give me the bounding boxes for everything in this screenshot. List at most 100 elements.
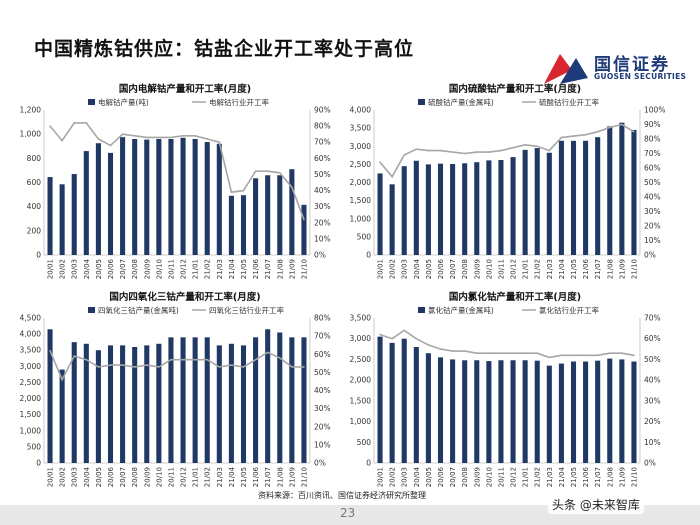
x-tick-label: 21/03 (216, 259, 224, 279)
x-tick-label: 21/05 (240, 259, 248, 279)
y-left-tick-label: 2,000 (350, 376, 372, 385)
y-left-tick-label: 0 (36, 459, 41, 468)
bar-21/05 (570, 361, 577, 463)
x-tick-label: 20/09 (143, 467, 151, 487)
bar-20/02 (389, 184, 395, 255)
x-tick-label: 21/03 (546, 259, 554, 279)
bar-21/08 (277, 332, 283, 463)
x-tick-label: 21/05 (570, 259, 578, 279)
x-tick-label: 20/04 (83, 258, 91, 279)
line-point-20/05 (427, 149, 430, 152)
legend-line-label: 氯化钴行业开工率 (539, 305, 599, 315)
x-tick-label: 20/01 (377, 259, 385, 279)
x-tick-label: 21/07 (594, 467, 602, 487)
x-tick-label: 20/05 (95, 259, 103, 279)
bar-20/07 (450, 164, 456, 255)
bar-20/03 (71, 342, 77, 463)
x-tick-label: 20/03 (401, 467, 409, 487)
line-point-21/05 (572, 354, 575, 357)
bar-21/04 (228, 195, 234, 255)
bar-20/11 (168, 337, 174, 463)
line-point-21/08 (278, 172, 281, 174)
line-point-20/05 (97, 366, 100, 368)
line-point-21/05 (572, 135, 575, 137)
bar-20/01 (47, 177, 53, 255)
bar-20/08 (462, 163, 468, 255)
bar-20/01 (377, 173, 383, 255)
y-right-tick-label: 90% (644, 120, 661, 129)
bar-21/06 (253, 337, 259, 463)
line-point-20/09 (475, 151, 478, 153)
x-tick-label: 21/01 (522, 467, 530, 487)
bar-20/11 (168, 139, 174, 255)
line-point-21/02 (206, 358, 209, 361)
x-tick-label: 21/06 (582, 466, 590, 487)
x-tick-label: 21/10 (300, 259, 308, 279)
line-point-20/06 (109, 144, 112, 147)
line-point-21/01 (194, 358, 196, 361)
bar-21/07 (595, 360, 601, 463)
bar-21/05 (240, 345, 247, 463)
line-point-20/08 (133, 134, 136, 137)
line-point-21/02 (206, 138, 209, 140)
bar-20/11 (498, 160, 504, 255)
x-tick-label: 20/09 (473, 467, 481, 487)
x-tick-label: 21/07 (264, 259, 272, 279)
bar-21/02 (204, 142, 210, 255)
x-tick-label: 20/02 (389, 467, 397, 487)
y-right-tick-label: 30% (644, 207, 661, 216)
bar-20/12 (180, 137, 186, 255)
y-left-tick-label: 0 (366, 459, 371, 468)
x-tick-label: 21/08 (276, 467, 284, 487)
line-point-20/03 (73, 122, 76, 124)
line-point-20/11 (170, 136, 172, 139)
y-right-tick-label: 30% (644, 396, 661, 405)
x-tick-label: 21/09 (288, 259, 296, 279)
line-point-20/09 (145, 364, 148, 366)
line-point-20/11 (500, 352, 502, 355)
y-left-tick-label: 2,000 (20, 394, 42, 403)
y-right-tick-label: 30% (314, 202, 331, 211)
line-point-21/01 (194, 134, 196, 137)
line-point-20/10 (488, 352, 490, 355)
y-right-tick-label: 70% (644, 149, 661, 158)
bar-21/03 (216, 143, 222, 255)
y-left-tick-label: 4,000 (350, 106, 372, 115)
bar-20/10 (156, 343, 162, 463)
legend-bar-label: 四氧化三钴产量(金属吨) (98, 305, 179, 315)
y-right-tick-label: 50% (644, 178, 661, 187)
line-point-20/10 (158, 366, 160, 368)
legend-bar-swatch (418, 307, 425, 313)
y-left-tick-label: 500 (357, 232, 372, 241)
x-tick-label: 21/02 (204, 259, 212, 279)
legend-bar-label: 电解钴产量(吨) (98, 97, 149, 107)
y-left-tick-label: 400 (27, 202, 42, 211)
bar-21/03 (546, 152, 552, 255)
y-right-tick-label: 60% (314, 154, 331, 163)
x-tick-label: 21/10 (630, 259, 638, 279)
x-tick-label: 21/06 (582, 258, 590, 279)
bar-20/07 (450, 359, 456, 463)
line-point-21/09 (291, 366, 293, 368)
line-point-20/11 (500, 149, 502, 152)
y-left-tick-label: 1,500 (20, 410, 42, 419)
y-right-tick-label: 50% (314, 170, 331, 179)
x-tick-label: 20/05 (425, 259, 433, 279)
x-tick-label: 21/05 (240, 467, 248, 487)
x-tick-label: 21/10 (630, 467, 638, 487)
line-point-21/02 (536, 352, 539, 355)
x-tick-label: 20/05 (425, 467, 433, 487)
y-left-tick-label: 2,500 (350, 160, 372, 169)
y-right-tick-label: 10% (314, 440, 331, 449)
y-right-tick-label: 80% (314, 122, 331, 131)
x-tick-label: 20/12 (180, 259, 188, 279)
x-tick-label: 20/02 (59, 259, 67, 279)
line-point-20/03 (403, 154, 406, 156)
line-point-20/04 (415, 148, 418, 150)
x-tick-label: 21/02 (534, 259, 542, 279)
bar-20/06 (437, 357, 444, 463)
bar-20/03 (401, 166, 407, 255)
x-tick-label: 21/09 (618, 467, 626, 487)
x-tick-label: 20/07 (119, 467, 127, 487)
line-point-20/11 (170, 358, 172, 361)
